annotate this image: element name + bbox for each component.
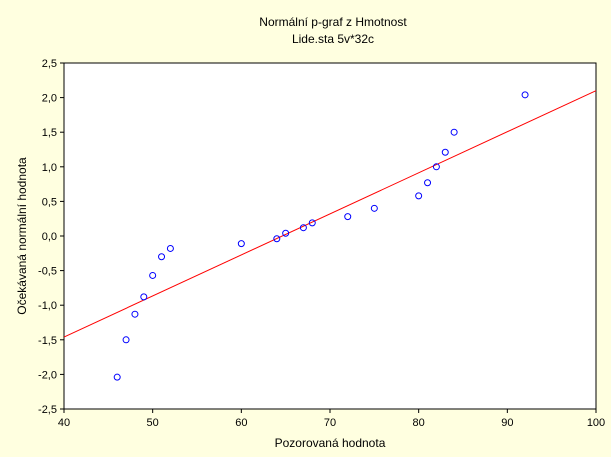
y-tick-label: -2,5 bbox=[38, 404, 57, 416]
y-tick-label: 0,5 bbox=[42, 196, 57, 208]
y-tick-label: 2,0 bbox=[42, 93, 57, 105]
data-point bbox=[424, 179, 432, 187]
data-point bbox=[122, 336, 130, 344]
data-point bbox=[273, 235, 281, 243]
y-tick-label: -1,5 bbox=[38, 335, 57, 347]
data-point bbox=[521, 91, 529, 99]
data-point bbox=[131, 310, 139, 318]
y-tick-label: -0,5 bbox=[38, 266, 57, 278]
data-point bbox=[308, 219, 316, 227]
data-point bbox=[113, 373, 121, 381]
y-tick-label: 1,0 bbox=[42, 162, 57, 174]
data-point bbox=[166, 244, 174, 252]
data-point bbox=[450, 128, 458, 136]
y-axis-label: Očekávaná normální hodnota bbox=[15, 157, 29, 315]
fit-line bbox=[63, 90, 597, 338]
data-point bbox=[140, 293, 148, 301]
data-point bbox=[344, 213, 352, 221]
x-tick-label: 80 bbox=[413, 417, 425, 429]
chart-subtitle: Lide.sta 5v*32c bbox=[292, 32, 374, 46]
data-point bbox=[299, 224, 307, 232]
data-point bbox=[158, 253, 166, 261]
y-tick-label: 1,5 bbox=[42, 127, 57, 139]
chart-title: Normální p-graf z Hmotnost bbox=[259, 15, 407, 29]
x-tick-label: 50 bbox=[147, 417, 159, 429]
x-axis-label: Pozorovaná hodnota bbox=[275, 436, 386, 450]
data-point bbox=[282, 229, 290, 237]
x-tick-label: 40 bbox=[58, 417, 70, 429]
x-tick-label: 100 bbox=[587, 417, 605, 429]
y-tick-label: 0,0 bbox=[42, 231, 57, 243]
y-tick-label: -1,0 bbox=[38, 300, 57, 312]
plot-area bbox=[63, 62, 597, 410]
x-tick-label: 70 bbox=[324, 417, 336, 429]
data-point bbox=[415, 192, 423, 200]
data-point bbox=[237, 240, 245, 248]
x-tick-label: 60 bbox=[235, 417, 247, 429]
y-axis: 2,5 2,0 1,5 1,0 0,5 0,0 -0,5 -1,0 -1,5 -2,0 -2,5 bbox=[38, 58, 64, 416]
data-point bbox=[149, 271, 157, 279]
x-tick-label: 90 bbox=[501, 417, 513, 429]
y-tick-label: 2,5 bbox=[42, 58, 57, 70]
data-point bbox=[432, 163, 440, 171]
data-point bbox=[441, 148, 449, 156]
y-tick-label: -2,0 bbox=[38, 369, 57, 381]
data-points bbox=[113, 91, 529, 381]
data-point bbox=[370, 204, 378, 212]
x-axis: 40 50 60 70 80 90 100 bbox=[58, 409, 605, 429]
